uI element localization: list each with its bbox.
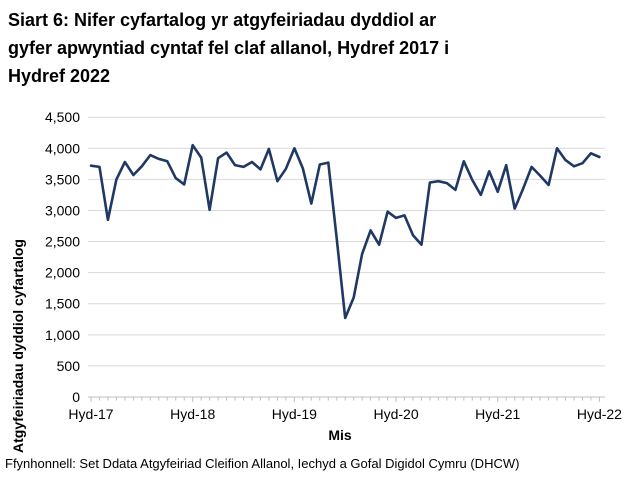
x-tick-label: Hyd-18 (170, 406, 215, 422)
source-note: Ffynhonnell: Set Ddata Atgyfeiriad Cleif… (5, 456, 520, 471)
y-tick-label: 4,500 (45, 109, 80, 125)
y-tick-label: 1,500 (45, 296, 80, 312)
chart-title: Siart 6: Nifer cyfartalog yr atgyfeiriad… (8, 6, 608, 90)
y-tick-label: 4,000 (45, 140, 80, 156)
y-tick-label: 2,500 (45, 234, 80, 250)
chart-title-line-1: Siart 6: Nifer cyfartalog yr atgyfeiriad… (8, 10, 437, 30)
chart: 0 500 1,000 1,500 2,000 2,500 3,000 3,500 4,000 4… (0, 100, 633, 453)
chart-title-line-2: gyfer apwyntiad cyntaf fel claf allanol,… (8, 38, 450, 58)
y-tick-label: 500 (57, 358, 81, 374)
chart-title-line-3: Hydref 2022 (8, 66, 111, 86)
chart-svg: 0 500 1,000 1,500 2,000 2,500 3,000 3,500 4,000 4… (45, 109, 622, 422)
x-tick-label: Hyd-20 (373, 406, 418, 422)
y-tick-label: 3,000 (45, 202, 80, 218)
x-tick-label: Hyd-17 (68, 406, 113, 422)
x-tick-label: Hyd-19 (272, 406, 317, 422)
x-tick-label: Hyd-21 (475, 406, 520, 422)
y-tick-label: 0 (72, 389, 80, 405)
x-tick-label: Hyd-22 (577, 406, 622, 422)
y-tick-label: 1,000 (45, 327, 80, 343)
referrals-series-line (89, 143, 601, 320)
y-tick-label: 2,000 (45, 265, 80, 281)
y-axis-title: Atgyfeiriadau dyddiol cyfartalog (10, 239, 26, 453)
y-tick-label: 3,500 (45, 171, 80, 187)
x-axis-title: Mis (328, 427, 352, 443)
